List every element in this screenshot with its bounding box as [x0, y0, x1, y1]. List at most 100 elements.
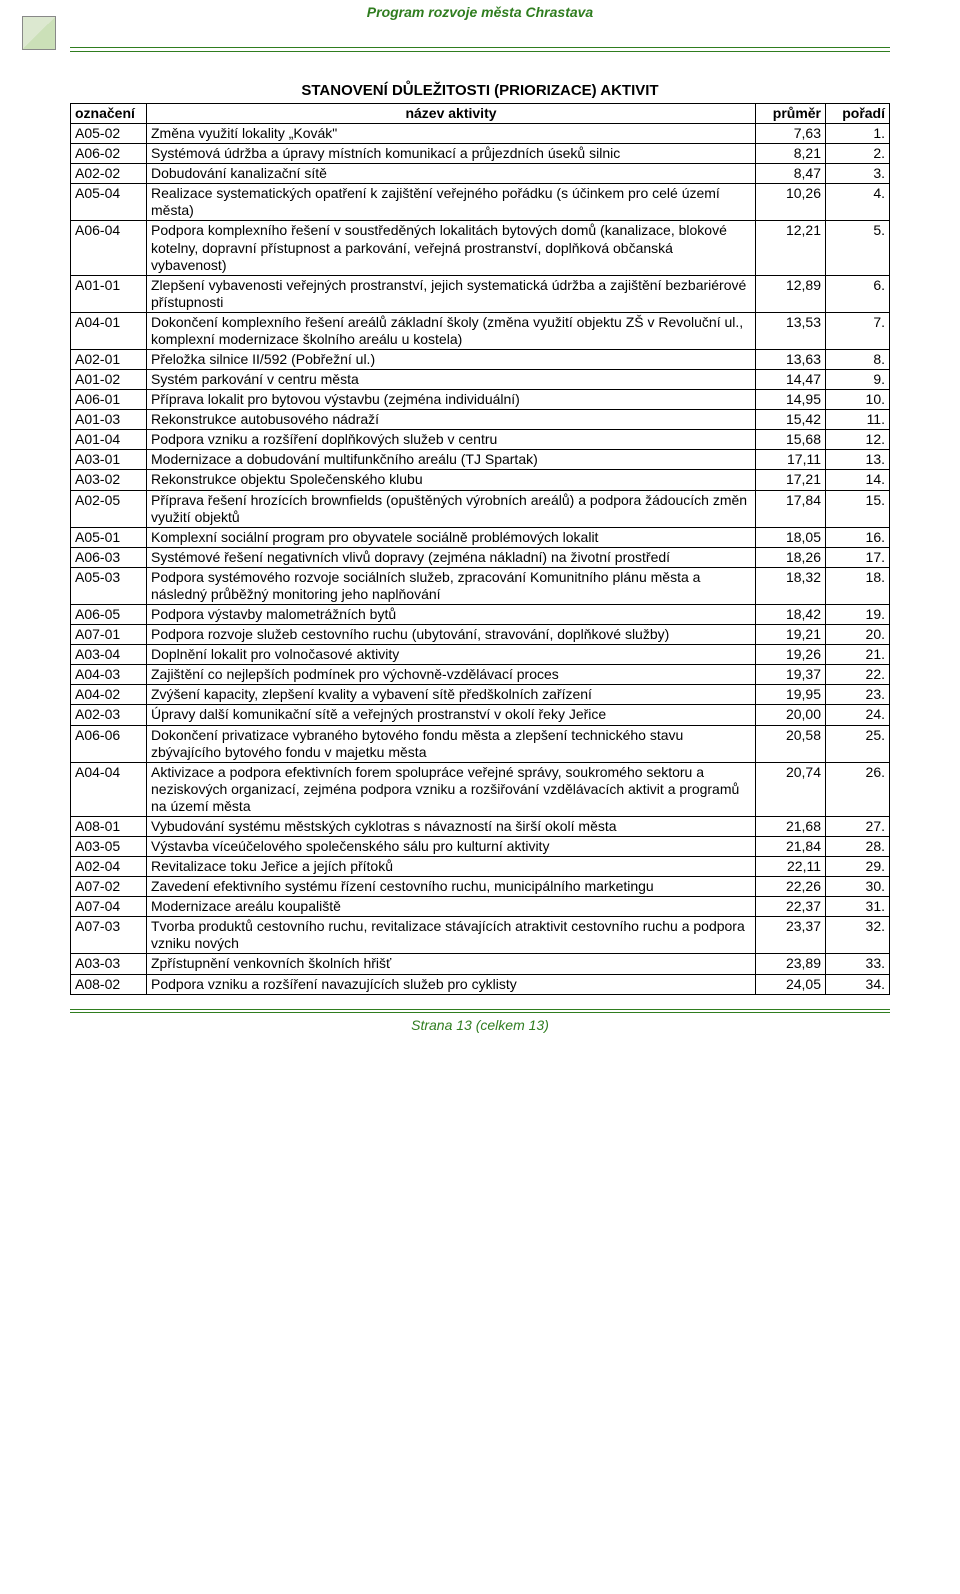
- cell-rank: 25.: [826, 725, 890, 762]
- cell-rank: 33.: [826, 954, 890, 974]
- cell-avg: 10,26: [756, 184, 826, 221]
- table-row: A03-04Doplnění lokalit pro volnočasové a…: [71, 645, 890, 665]
- cell-avg: 13,53: [756, 312, 826, 349]
- cell-name: Podpora komplexního řešení v soustředěný…: [147, 221, 756, 275]
- table-row: A07-03Tvorba produktů cestovního ruchu, …: [71, 917, 890, 954]
- cell-name: Zlepšení vybavenosti veřejných prostrans…: [147, 275, 756, 312]
- cell-code: A05-04: [71, 184, 147, 221]
- cell-rank: 15.: [826, 490, 890, 527]
- cell-avg: 20,00: [756, 705, 826, 725]
- cell-code: A01-04: [71, 430, 147, 450]
- cell-avg: 18,05: [756, 527, 826, 547]
- table-row: A01-04Podpora vzniku a rozšíření doplňko…: [71, 430, 890, 450]
- table-row: A02-02Dobudování kanalizační sítě8,473.: [71, 164, 890, 184]
- page-header: Program rozvoje města Chrastava: [70, 0, 890, 52]
- cell-name: Rekonstrukce autobusového nádraží: [147, 410, 756, 430]
- cell-name: Dokončení privatizace vybraného bytového…: [147, 725, 756, 762]
- cell-rank: 30.: [826, 877, 890, 897]
- table-row: A04-04Aktivizace a podpora efektivních f…: [71, 762, 890, 816]
- cell-code: A01-01: [71, 275, 147, 312]
- cell-avg: 12,21: [756, 221, 826, 275]
- header-title: Program rozvoje města Chrastava: [70, 4, 890, 20]
- cell-code: A07-01: [71, 625, 147, 645]
- cell-rank: 3.: [826, 164, 890, 184]
- cell-name: Přeložka silnice II/592 (Pobřežní ul.): [147, 350, 756, 370]
- cell-code: A06-02: [71, 144, 147, 164]
- cell-avg: 15,42: [756, 410, 826, 430]
- cell-code: A02-02: [71, 164, 147, 184]
- cell-code: A02-01: [71, 350, 147, 370]
- table-row: A06-02Systémová údržba a úpravy místních…: [71, 144, 890, 164]
- cell-name: Příprava řešení hrozících brownfields (o…: [147, 490, 756, 527]
- cell-name: Systém parkování v centru města: [147, 370, 756, 390]
- cell-name: Podpora systémového rozvoje sociálních s…: [147, 567, 756, 604]
- cell-name: Modernizace a dobudování multifunkčního …: [147, 450, 756, 470]
- cell-rank: 1.: [826, 124, 890, 144]
- cell-name: Úpravy další komunikační sítě a veřejnýc…: [147, 705, 756, 725]
- cell-rank: 20.: [826, 625, 890, 645]
- cell-rank: 16.: [826, 527, 890, 547]
- cell-name: Dokončení komplexního řešení areálů zákl…: [147, 312, 756, 349]
- cell-name: Zvýšení kapacity, zlepšení kvality a vyb…: [147, 685, 756, 705]
- cell-rank: 11.: [826, 410, 890, 430]
- cell-avg: 24,05: [756, 974, 826, 994]
- cell-rank: 12.: [826, 430, 890, 450]
- cell-name: Zajištění co nejlepších podmínek pro výc…: [147, 665, 756, 685]
- table-row: A06-06Dokončení privatizace vybraného by…: [71, 725, 890, 762]
- table-row: A05-03Podpora systémového rozvoje sociál…: [71, 567, 890, 604]
- table-row: A01-03Rekonstrukce autobusového nádraží1…: [71, 410, 890, 430]
- cell-code: A06-05: [71, 605, 147, 625]
- cell-name: Podpora výstavby malometrážních bytů: [147, 605, 756, 625]
- footer-suffix: (celkem 13): [472, 1017, 549, 1033]
- cell-avg: 20,74: [756, 762, 826, 816]
- cell-name: Komplexní sociální program pro obyvatele…: [147, 527, 756, 547]
- cell-name: Tvorba produktů cestovního ruchu, revita…: [147, 917, 756, 954]
- cell-avg: 18,32: [756, 567, 826, 604]
- cell-code: A05-03: [71, 567, 147, 604]
- cell-rank: 5.: [826, 221, 890, 275]
- cell-rank: 34.: [826, 974, 890, 994]
- cell-avg: 15,68: [756, 430, 826, 450]
- cell-code: A03-04: [71, 645, 147, 665]
- cell-avg: 22,37: [756, 897, 826, 917]
- cell-rank: 23.: [826, 685, 890, 705]
- cell-name: Podpora vzniku a rozšíření navazujících …: [147, 974, 756, 994]
- cell-avg: 21,68: [756, 816, 826, 836]
- cell-name: Doplnění lokalit pro volnočasové aktivit…: [147, 645, 756, 665]
- cell-avg: 19,37: [756, 665, 826, 685]
- cell-code: A03-03: [71, 954, 147, 974]
- cell-code: A07-03: [71, 917, 147, 954]
- cell-avg: 8,47: [756, 164, 826, 184]
- cell-code: A06-04: [71, 221, 147, 275]
- cell-rank: 21.: [826, 645, 890, 665]
- table-row: A07-04Modernizace areálu koupaliště22,37…: [71, 897, 890, 917]
- table-row: A06-04Podpora komplexního řešení v soust…: [71, 221, 890, 275]
- cell-rank: 22.: [826, 665, 890, 685]
- cell-avg: 17,21: [756, 470, 826, 490]
- cell-code: A04-01: [71, 312, 147, 349]
- cell-code: A05-02: [71, 124, 147, 144]
- table-row: A02-04Revitalizace toku Jeřice a jejích …: [71, 857, 890, 877]
- cell-rank: 7.: [826, 312, 890, 349]
- table-row: A07-02Zavedení efektivního systému řízen…: [71, 877, 890, 897]
- col-header-name: název aktivity: [147, 104, 756, 124]
- cell-rank: 18.: [826, 567, 890, 604]
- cell-code: A01-02: [71, 370, 147, 390]
- table-row: A06-01Příprava lokalit pro bytovou výsta…: [71, 390, 890, 410]
- cell-avg: 17,11: [756, 450, 826, 470]
- footer-prefix: Strana: [411, 1017, 456, 1033]
- cell-rank: 24.: [826, 705, 890, 725]
- cell-name: Realizace systematických opatření k zaji…: [147, 184, 756, 221]
- table-row: A04-03Zajištění co nejlepších podmínek p…: [71, 665, 890, 685]
- table-row: A03-05Výstavba víceúčelového společenské…: [71, 836, 890, 856]
- table-row: A02-03Úpravy další komunikační sítě a ve…: [71, 705, 890, 725]
- table-row: A04-01Dokončení komplexního řešení areál…: [71, 312, 890, 349]
- cell-avg: 23,89: [756, 954, 826, 974]
- cell-name: Systémové řešení negativních vlivů dopra…: [147, 547, 756, 567]
- page-number: Strana 13 (celkem 13): [70, 1017, 890, 1033]
- cell-avg: 7,63: [756, 124, 826, 144]
- cell-code: A07-04: [71, 897, 147, 917]
- cell-avg: 23,37: [756, 917, 826, 954]
- cell-rank: 13.: [826, 450, 890, 470]
- cell-avg: 14,47: [756, 370, 826, 390]
